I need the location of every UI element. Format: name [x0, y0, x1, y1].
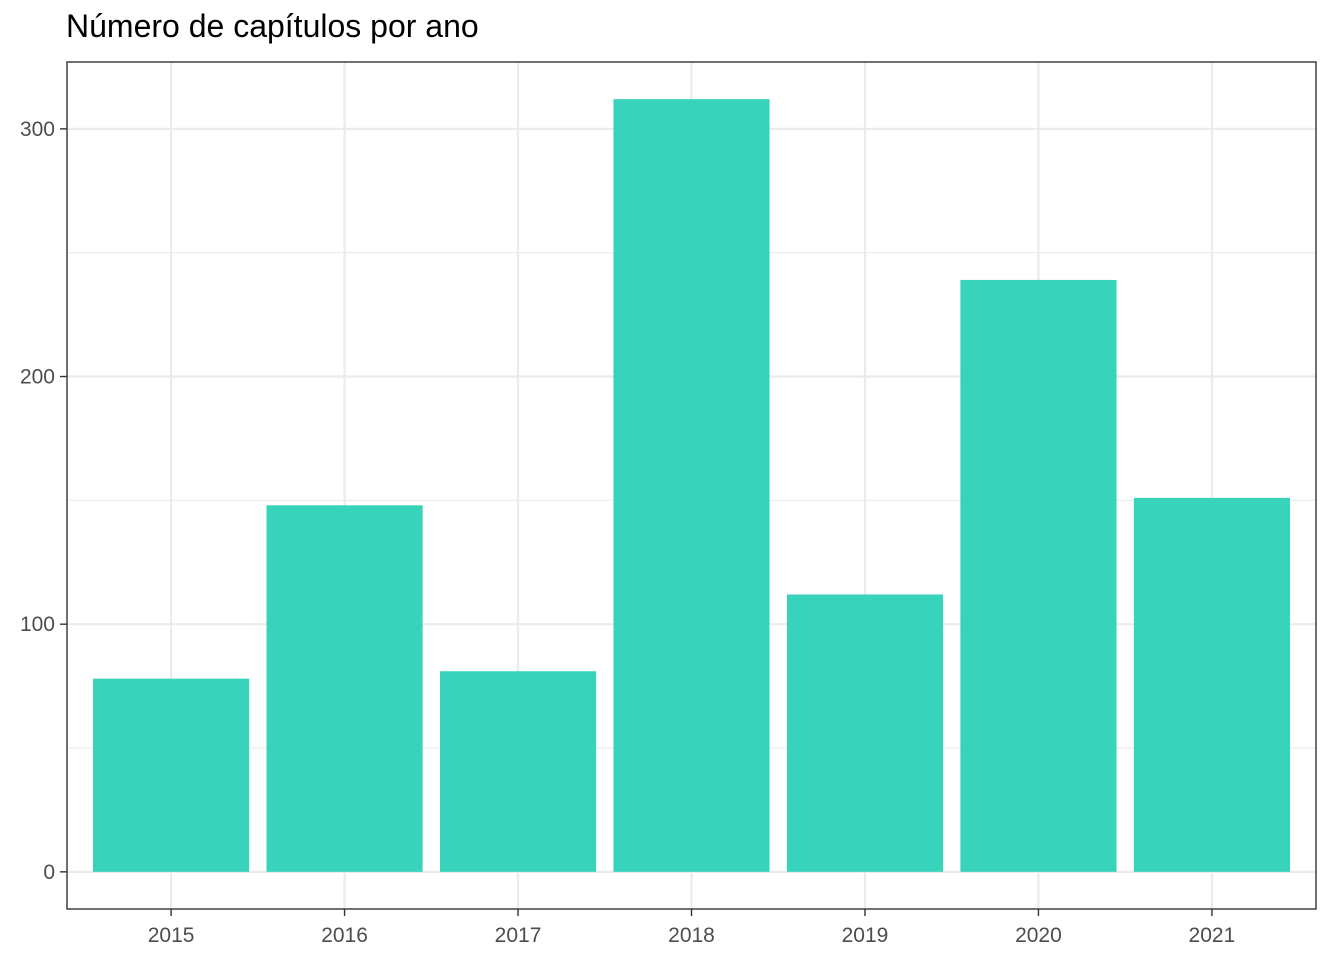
x-tick-label: 2021	[1189, 924, 1236, 947]
bars	[93, 99, 1290, 872]
bar-2017	[439, 671, 597, 872]
y-tick-label: 200	[20, 366, 55, 389]
y-tick-label: 100	[20, 613, 55, 636]
x-tick-label: 2020	[1015, 924, 1062, 947]
y-axis: 0 100 200 300	[20, 118, 67, 884]
y-tick-label: 300	[20, 118, 55, 141]
x-tick-label: 2019	[842, 924, 889, 947]
x-tick-label: 2015	[148, 924, 195, 947]
bar-2021	[1133, 497, 1290, 872]
chart-title: Número de capítulos por ano	[66, 8, 479, 44]
bar-2018	[613, 99, 770, 872]
y-tick-label: 0	[43, 861, 55, 884]
x-tick-label: 2018	[668, 924, 715, 947]
bar-2015	[93, 678, 250, 872]
bar-2019	[786, 594, 944, 872]
x-axis: 2015 2016 2017 2018 2019 2020 2021	[148, 909, 1236, 947]
x-tick-label: 2016	[321, 924, 368, 947]
x-tick-label: 2017	[495, 924, 542, 947]
bar-2020	[960, 279, 1117, 872]
bar-2016	[266, 505, 423, 872]
